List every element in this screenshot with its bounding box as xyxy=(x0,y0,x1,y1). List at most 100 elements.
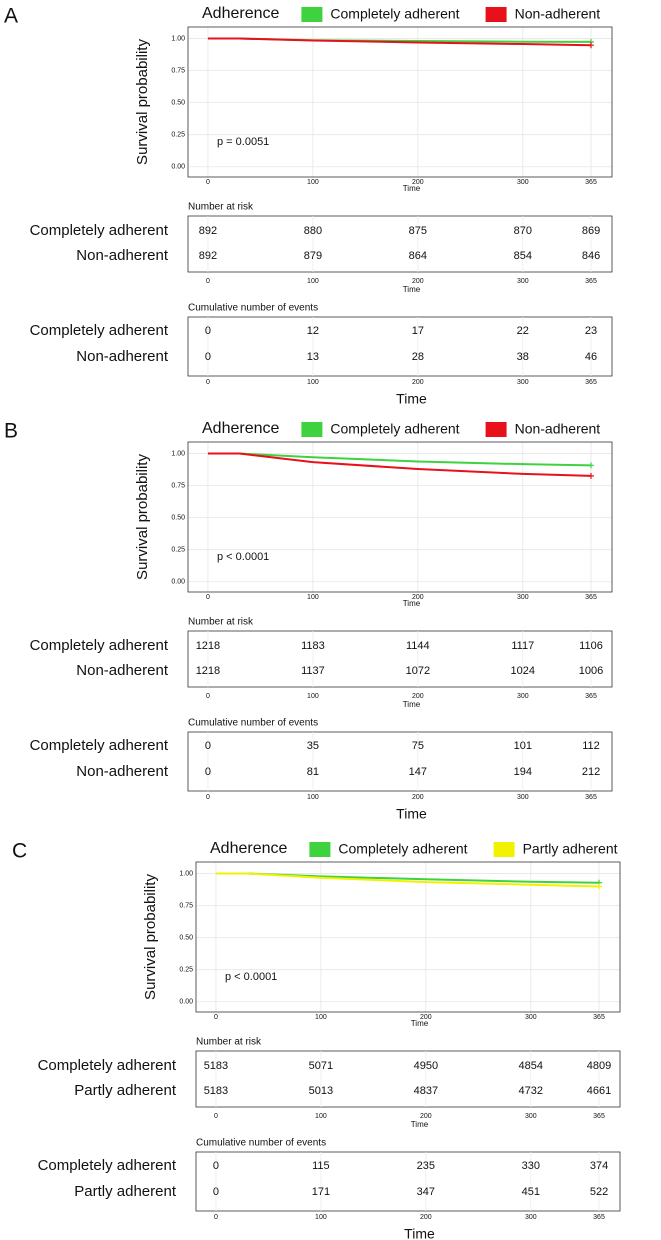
x-tick-label: 300 xyxy=(525,1014,537,1021)
table-value: 5071 xyxy=(309,1060,333,1072)
table-value: 5183 xyxy=(204,1060,228,1072)
x-tick-label: 365 xyxy=(585,278,597,285)
panel-label: C xyxy=(12,840,27,863)
x-tick-label: 0 xyxy=(214,1214,218,1221)
table-value: 1006 xyxy=(579,665,603,677)
table-value: 854 xyxy=(514,250,532,262)
table-value: 22 xyxy=(517,325,529,337)
table-box xyxy=(187,316,613,377)
legend-swatch xyxy=(301,7,323,22)
x-tick-label: 365 xyxy=(585,379,597,386)
plot-background xyxy=(196,862,620,1012)
table-value: 0 xyxy=(213,1186,219,1198)
x-tick-label: 300 xyxy=(525,1113,537,1120)
legend-title: Adherence xyxy=(210,840,287,857)
legend-label: Non-adherent xyxy=(515,421,601,437)
y-tick-label: 0.50 xyxy=(171,99,185,106)
y-tick-label: 0.25 xyxy=(179,967,193,974)
row-name: Non-adherent xyxy=(76,662,169,679)
x-tick-label: 0 xyxy=(206,179,210,186)
x-tick-label: 300 xyxy=(517,379,529,386)
row-name: Completely adherent xyxy=(30,737,169,754)
table-value: 374 xyxy=(590,1160,608,1172)
x-tick-label: 100 xyxy=(315,1014,327,1021)
panel: A Adherence Completely adherent Non-adheren… xyxy=(4,5,613,407)
table-box xyxy=(187,215,613,273)
table-value: 0 xyxy=(213,1160,219,1172)
x-tick-label: 365 xyxy=(585,693,597,700)
table-value: 212 xyxy=(582,766,600,778)
y-tick-label: 0.75 xyxy=(171,67,185,74)
y-axis-label: Survival probability xyxy=(134,454,151,580)
x-axis-label: Time xyxy=(396,391,427,407)
legend-label: Completely adherent xyxy=(330,421,459,437)
x-tick-label: 200 xyxy=(420,1214,432,1221)
table-value: 1024 xyxy=(511,665,535,677)
x-axis-label: Time xyxy=(403,599,421,608)
legend-label: Non-adherent xyxy=(515,6,601,22)
row-name: Partly adherent xyxy=(74,1183,177,1200)
table-value: 1137 xyxy=(301,665,325,677)
table-value: 451 xyxy=(522,1186,540,1198)
x-tick-label: 300 xyxy=(517,693,529,700)
table-value: 81 xyxy=(307,766,319,778)
x-tick-label: 365 xyxy=(593,1113,605,1120)
panel-label: A xyxy=(4,5,18,28)
x-tick-label: 100 xyxy=(307,794,319,801)
y-axis-label: Survival probability xyxy=(134,39,151,165)
y-tick-label: 0.00 xyxy=(171,164,185,171)
table-box xyxy=(187,731,613,792)
table-value: 5183 xyxy=(204,1085,228,1097)
x-tick-label: 200 xyxy=(412,379,424,386)
x-tick-label: 200 xyxy=(412,794,424,801)
y-tick-label: 0.75 xyxy=(171,482,185,489)
panel: C Adherence Completely adherent Partly adhe… xyxy=(12,840,621,1240)
table-value: 1218 xyxy=(196,665,220,677)
table-box xyxy=(187,630,613,688)
table-value: 1106 xyxy=(579,640,603,652)
legend-label: Partly adherent xyxy=(523,841,618,857)
x-tick-label: 300 xyxy=(517,794,529,801)
table-value: 75 xyxy=(412,740,424,752)
panel: B Adherence Completely adherent Non-adheren… xyxy=(4,420,613,822)
table-value: 870 xyxy=(514,225,532,237)
table-value: 101 xyxy=(514,740,532,752)
plot-border xyxy=(187,441,613,593)
x-tick-label: 0 xyxy=(206,794,210,801)
table-value: 875 xyxy=(409,225,427,237)
survival-curve xyxy=(207,37,592,47)
plot-border xyxy=(195,861,621,1013)
table-value: 4950 xyxy=(414,1060,438,1072)
row-name: Partly adherent xyxy=(74,1082,177,1099)
x-tick-label: 365 xyxy=(585,179,597,186)
y-tick-label: 1.00 xyxy=(179,870,193,877)
row-name: Completely adherent xyxy=(30,637,169,654)
y-tick-label: 0.00 xyxy=(179,999,193,1006)
x-tick-label: 0 xyxy=(214,1113,218,1120)
annotation: p = 0.0051 xyxy=(217,136,269,148)
table-value: 0 xyxy=(205,325,211,337)
censor-mark xyxy=(588,42,595,49)
survival-curve xyxy=(207,452,592,477)
table-value: 4837 xyxy=(414,1085,438,1097)
table-box xyxy=(195,1151,621,1212)
table-value: 0 xyxy=(205,351,211,363)
table-title: Cumulative number of events xyxy=(188,303,318,314)
table-title: Number at risk xyxy=(196,1037,262,1048)
table-value: 880 xyxy=(304,225,322,237)
table-value: 4809 xyxy=(587,1060,611,1072)
table-value: 1218 xyxy=(196,640,220,652)
annotation: p < 0.0001 xyxy=(225,971,277,983)
table-value: 12 xyxy=(307,325,319,337)
plot-background xyxy=(188,27,612,177)
table-value: 235 xyxy=(417,1160,435,1172)
x-tick-label: 200 xyxy=(412,278,424,285)
table-value: 892 xyxy=(199,250,217,262)
x-tick-label: 300 xyxy=(517,594,529,601)
table-value: 0 xyxy=(205,740,211,752)
table-value: 13 xyxy=(307,351,319,363)
table-value: 330 xyxy=(522,1160,540,1172)
y-tick-label: 0.00 xyxy=(171,579,185,586)
x-tick-label: 300 xyxy=(517,278,529,285)
row-name: Completely adherent xyxy=(30,322,169,339)
